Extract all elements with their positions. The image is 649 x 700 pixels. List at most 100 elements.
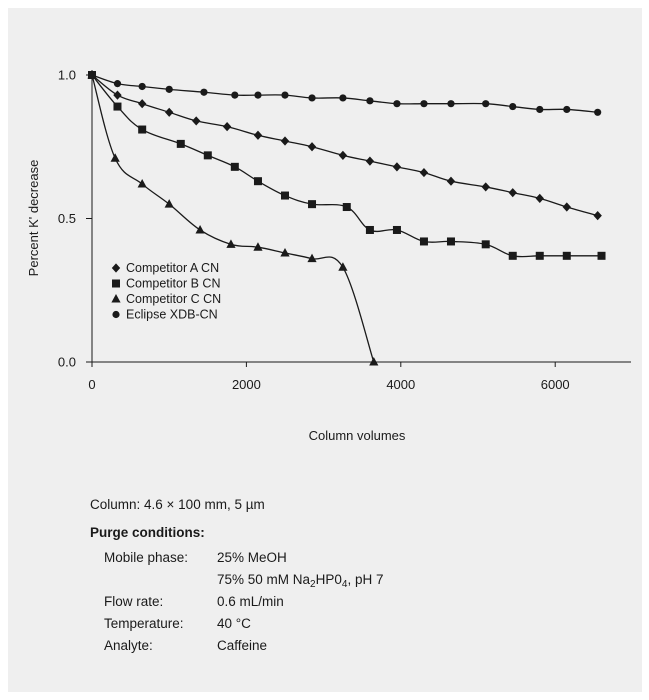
buffer-part-2: HP0 [315,572,342,587]
data-point-triangle [164,199,174,208]
data-point-diamond [593,211,602,221]
flow-rate-label: Flow rate: [104,594,164,609]
line-chart: 0.00.51.00 2000 4000 6000 Competitor A CNCo… [26,68,631,443]
data-point-triangle [226,239,236,248]
data-point-triangle [338,262,348,271]
data-point-square [281,191,289,200]
buffer-sub-1: 2 [310,579,316,590]
series-line-2 [91,74,602,258]
buffer-part-3: , pH 7 [347,572,384,587]
data-point-diamond [365,156,375,166]
data-point-circle [366,97,374,105]
data-point-triangle [280,247,290,257]
data-point-square [535,251,544,260]
data-point-square [392,225,401,234]
data-point-diamond [165,107,174,117]
buffer-part-1: 75% 50 mM Na [217,572,311,587]
purge-conditions-table: Mobile phase: 25% MeOH 75% 50 mM Na2HP04… [104,549,383,655]
data-point-diamond [137,99,147,109]
data-point-diamond [307,142,317,152]
chart-axes: 0.0 0.5 1.0 0 2000 4000 6000 [58,68,631,392]
data-point-triangle [195,224,205,234]
data-point-circle [536,105,544,114]
legend-label: Competitor C CN [126,292,221,306]
legend-label: Competitor B CN [126,277,220,291]
y-tick-label: 1.0 [58,68,76,83]
legend-label: Competitor A CN [126,261,219,275]
flow-rate-value: 0.6 mL/min [217,594,284,609]
data-point-diamond [562,202,571,212]
data-point-square [308,200,317,209]
data-point-square [419,237,428,246]
data-point-square [138,125,147,134]
x-tick-label: 0 [88,377,95,392]
purge-heading: Purge conditions: [90,525,205,540]
conditions-notes: Column: 4.6 × 100 mm, 5 µm Purge conditi… [90,495,383,655]
buffer-sub-2: 4 [341,579,348,590]
mobile-phase-value: 25% MeOH [217,550,287,565]
data-point-circle [420,100,428,108]
data-point-diamond [535,193,544,204]
data-point-diamond [280,136,290,146]
data-point-triangle [110,153,120,162]
data-point-square [597,251,606,260]
data-point-circle [200,88,208,96]
data-point-circle [281,91,289,99]
data-point-diamond [338,150,348,160]
legend-marker-circle [112,310,120,319]
data-point-square [481,240,490,249]
data-point-square [446,237,455,246]
data-point-triangle [253,242,263,251]
data-point-circle [594,108,602,116]
data-point-circle [138,82,146,91]
column-spec: Column: 4.6 × 100 mm, 5 µm [90,497,265,512]
x-tick-label: 4000 [386,377,415,392]
data-point-circle [165,85,173,93]
data-point-triangle [369,357,379,366]
data-point-circle [113,80,122,88]
x-axis-label: Column volumes [309,428,406,443]
data-point-diamond [222,122,232,132]
data-point-circle [254,91,262,99]
data-point-diamond [253,130,263,140]
data-point-circle [393,100,401,108]
data-point-square [365,225,374,234]
mobile-phase-value-2: 75% 50 mM Na2HP04, pH 7 [217,571,384,590]
legend-marker-triangle [111,294,121,303]
data-point-diamond [446,176,456,186]
temperature-label: Temperature: [104,616,184,631]
data-point-circle [88,71,96,79]
data-point-circle [563,105,571,114]
data-point-square [562,251,571,260]
figure-panel [8,8,642,692]
legend-label: Eclipse XDB-CN [126,308,218,322]
data-point-circle [231,91,239,99]
data-point-diamond [392,162,402,172]
x-tick-label: 2000 [232,377,261,392]
mobile-phase-label: Mobile phase: [104,550,189,565]
legend-marker-square [112,279,120,288]
data-point-circle [482,100,490,108]
data-point-circle [447,100,455,108]
data-point-square [342,203,351,212]
chart-legend: Competitor A CN Competitor B CNCompetitor… [111,261,221,322]
data-point-diamond [113,90,122,100]
series-line-4 [91,74,598,113]
data-point-diamond [419,167,429,178]
analyte-label: Analyte: [104,638,153,653]
data-point-diamond [508,188,517,198]
data-point-square [176,139,185,148]
chart-markers [87,70,606,366]
data-point-square [113,102,122,111]
data-point-circle [308,94,316,102]
data-point-circle [339,94,347,102]
data-point-circle [509,102,517,111]
data-point-square [253,177,262,186]
data-point-diamond [481,182,490,192]
temperature-value: 40 °C [217,616,251,631]
y-tick-label: 0.0 [58,355,76,370]
data-point-square [230,162,239,171]
y-axis-label: Percent K' decrease [26,160,41,277]
x-tick-label: 6000 [541,377,570,392]
data-point-triangle [307,253,317,263]
